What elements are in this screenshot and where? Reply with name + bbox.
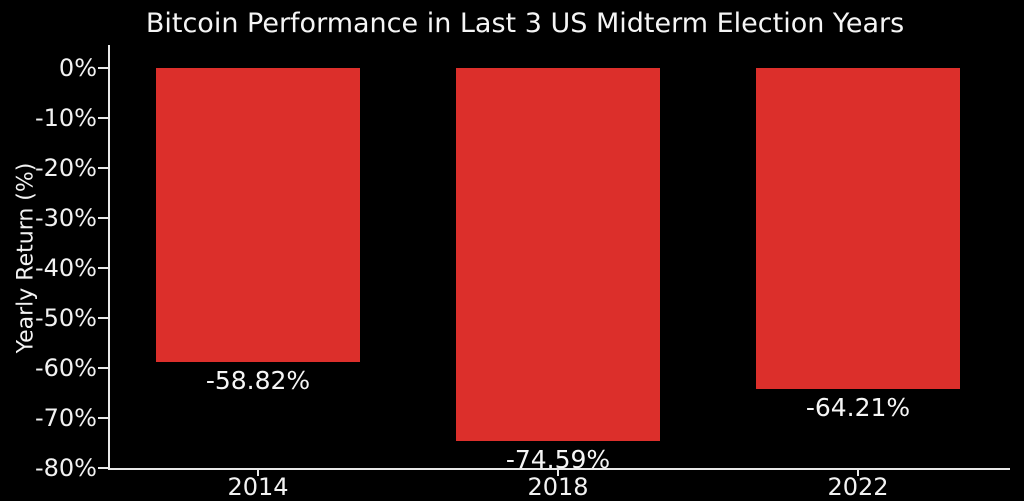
y-tick-mark [98, 317, 108, 319]
bar-value-label: -74.59% [505, 444, 611, 474]
y-tick-label: -50% [34, 304, 97, 332]
bar [456, 68, 660, 441]
x-tick-mark [557, 470, 559, 476]
y-tick-label: -30% [34, 204, 97, 232]
x-tick-label: 2014 [227, 473, 289, 501]
plot-area [108, 45, 1010, 470]
y-tick-mark [98, 367, 108, 369]
bar [156, 68, 360, 363]
y-tick-mark [98, 467, 108, 469]
y-tick-mark [98, 167, 108, 169]
y-tick-label: -20% [34, 154, 97, 182]
x-tick-label: 2018 [527, 473, 589, 501]
bar [756, 68, 960, 390]
y-tick-label: -60% [34, 354, 97, 382]
x-tick-label: 2022 [827, 473, 889, 501]
x-tick-mark [857, 470, 859, 476]
y-tick-mark [98, 117, 108, 119]
y-tick-label: 0% [58, 54, 97, 82]
y-tick-mark [98, 67, 108, 69]
y-tick-mark [98, 417, 108, 419]
y-tick-label: -80% [34, 454, 97, 482]
bar-value-label: -58.82% [205, 366, 311, 396]
y-tick-mark [98, 267, 108, 269]
y-tick-label: -40% [34, 254, 97, 282]
x-tick-mark [257, 470, 259, 476]
bar-value-label: -64.21% [805, 393, 911, 423]
chart-title: Bitcoin Performance in Last 3 US Midterm… [145, 8, 905, 39]
y-tick-label: -70% [34, 404, 97, 432]
y-tick-label: -10% [34, 104, 97, 132]
y-tick-mark [98, 217, 108, 219]
